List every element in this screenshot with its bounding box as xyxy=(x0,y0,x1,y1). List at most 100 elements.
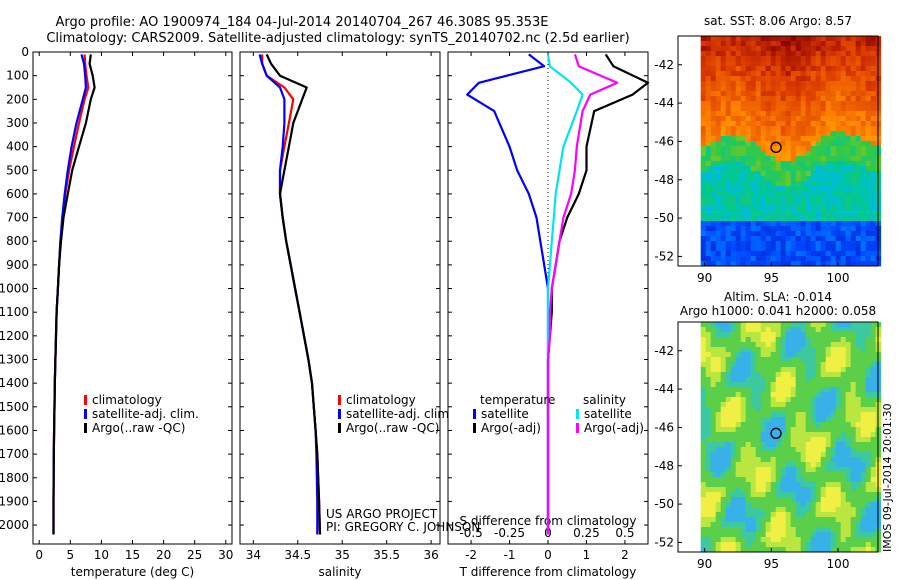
y-tick-label: -42 xyxy=(654,344,674,358)
legend-argo-swatch xyxy=(338,423,341,433)
legend-s-satellite-swatch xyxy=(576,409,579,419)
y-tick-label: 0 xyxy=(21,45,29,59)
legend-satellite-label: satellite-adj. clim. xyxy=(346,407,453,421)
legend-climatology-label: climatology xyxy=(346,393,416,407)
x-tick-label-salinity: 0.25 xyxy=(573,526,600,540)
legend-title-salinity: salinity xyxy=(583,393,626,407)
x-tick-label-salinity: -0.5 xyxy=(459,526,482,540)
legend-argo-label: Argo(..raw -QC) xyxy=(346,421,439,435)
x-tick-label: 35 xyxy=(335,548,350,562)
y-tick-label: 900 xyxy=(6,258,29,272)
temperature-panel: 0100200300400500600700800900100011001200… xyxy=(0,45,233,579)
salinity-panel: 34 34.5 35 35.5 36 salinity climatologysatelli… xyxy=(239,51,453,579)
x-tick-label: 35.5 xyxy=(373,548,400,562)
y-tick-label: 800 xyxy=(6,234,29,248)
x-tick-label: 100 xyxy=(827,271,850,285)
map-frame xyxy=(677,35,879,267)
legend-s-argo-label: Argo(-adj) xyxy=(584,421,644,435)
x-axis-label: salinity xyxy=(318,565,361,579)
y-tick-label: 1300 xyxy=(0,353,29,367)
x-tick-label: 34 xyxy=(246,548,261,562)
legend-argo-swatch xyxy=(84,423,87,433)
x-tick-label: 20 xyxy=(156,548,171,562)
legend-climatology-label: climatology xyxy=(92,393,162,407)
x-tick-label: 90 xyxy=(697,271,712,285)
y-tick-label: -44 xyxy=(654,382,674,396)
sst-map-panel: 90 95 100 -42 -44 -46 -48 -50 -52 sat. SST: 8.06 … xyxy=(654,14,882,285)
x-tick-label: 25 xyxy=(187,548,202,562)
x-tick-label: 36 xyxy=(423,548,438,562)
x-tick-label: 0 xyxy=(544,548,552,562)
map-frame xyxy=(677,321,879,553)
x-tick-label: 34.5 xyxy=(284,548,311,562)
y-tick-label: -46 xyxy=(654,134,674,148)
x-tick-label-salinity: 0.5 xyxy=(615,526,634,540)
y-tick-label: -52 xyxy=(654,249,674,263)
legend-t-argo-swatch xyxy=(473,423,476,433)
legend-s-satellite-label: satellite xyxy=(584,407,632,421)
y-tick-label: 1000 xyxy=(0,282,29,296)
y-tick-label: -50 xyxy=(654,497,674,511)
y-tick-label: 500 xyxy=(6,163,29,177)
y-tick-label: 300 xyxy=(6,116,29,130)
x-tick-label: 2 xyxy=(621,548,629,562)
x-tick-label-salinity: -0.25 xyxy=(494,526,525,540)
y-tick-label: -42 xyxy=(654,58,674,72)
y-tick-label: -44 xyxy=(654,96,674,110)
x-tick-label: 30 xyxy=(218,548,233,562)
sla-map-subtitle: Argo h1000: 0.041 h2000: 0.058 xyxy=(680,304,876,318)
sst-map-title: sat. SST: 8.06 Argo: 8.57 xyxy=(704,14,852,28)
x-tick-label: 15 xyxy=(125,548,140,562)
series-s_argo xyxy=(546,54,619,535)
y-tick-label: 1200 xyxy=(0,329,29,343)
legend-t-satellite-label: satellite xyxy=(481,407,529,421)
sla-map-title: Altim. SLA: -0.014 xyxy=(724,290,832,304)
y-tick-label: 600 xyxy=(6,187,29,201)
legend-climatology-swatch xyxy=(84,395,87,405)
y-tick-label: -52 xyxy=(654,535,674,549)
y-tick-label: -50 xyxy=(654,211,674,225)
legend-s-argo-swatch xyxy=(576,423,579,433)
legend-satellite-swatch xyxy=(84,409,87,419)
y-tick-label: 1800 xyxy=(0,471,29,485)
y-tick-label: -46 xyxy=(654,420,674,434)
x-axis-label: temperature (deg C) xyxy=(71,565,194,579)
y-tick-label: -48 xyxy=(654,459,674,473)
y-tick-label: 200 xyxy=(6,92,29,106)
y-tick-label: 1700 xyxy=(0,447,29,461)
series-argo xyxy=(52,54,96,535)
x-tick-label: 95 xyxy=(764,557,779,571)
x-tick-label: 10 xyxy=(94,548,109,562)
legend-t-argo-label: Argo(-adj) xyxy=(481,421,541,435)
x-tick-label: 1 xyxy=(583,548,591,562)
x-tick-label: -1 xyxy=(504,548,516,562)
y-tick-label: 400 xyxy=(6,140,29,154)
x-tick-label: -2 xyxy=(465,548,477,562)
credit-project: US ARGO PROJECT xyxy=(326,507,438,521)
legend-satellite-label: satellite-adj. clim. xyxy=(92,407,199,421)
sla-map-panel: 90 95 100 -42 -44 -46 -48 -50 -52 Altim. SLA: -0.… xyxy=(654,290,882,571)
x-tick-label: 5 xyxy=(66,548,74,562)
argo-position-marker xyxy=(770,141,782,153)
x-tick-label: 90 xyxy=(697,557,712,571)
y-tick-label: 2000 xyxy=(0,518,29,532)
y-tick-label: 1100 xyxy=(0,305,29,319)
y-tick-label: 1400 xyxy=(0,376,29,390)
x-tick-label: 95 xyxy=(764,271,779,285)
imos-timestamp: IMOS 09-Jul-2014 20:01:30 xyxy=(881,403,894,552)
y-tick-label: -48 xyxy=(654,173,674,187)
figure-title-line2: Climatology: CARS2009. Satellite-adjuste… xyxy=(46,31,629,46)
plot-frame xyxy=(32,51,233,545)
legend-argo-label: Argo(..raw -QC) xyxy=(92,421,185,435)
y-tick-label: 1500 xyxy=(0,400,29,414)
plot-frame xyxy=(239,51,441,545)
series-argo xyxy=(265,53,322,535)
x-tick-label: 100 xyxy=(827,557,850,571)
legend-satellite-swatch xyxy=(338,409,341,419)
figure-title-line1: Argo profile: AO 1900974_184 04-Jul-2014… xyxy=(55,15,548,30)
argo-position-marker xyxy=(770,427,782,439)
y-tick-label: 1900 xyxy=(0,494,29,508)
x-tick-label: 0 xyxy=(35,548,43,562)
credit-pi: PI: GREGORY C. JOHNSON xyxy=(326,520,480,534)
